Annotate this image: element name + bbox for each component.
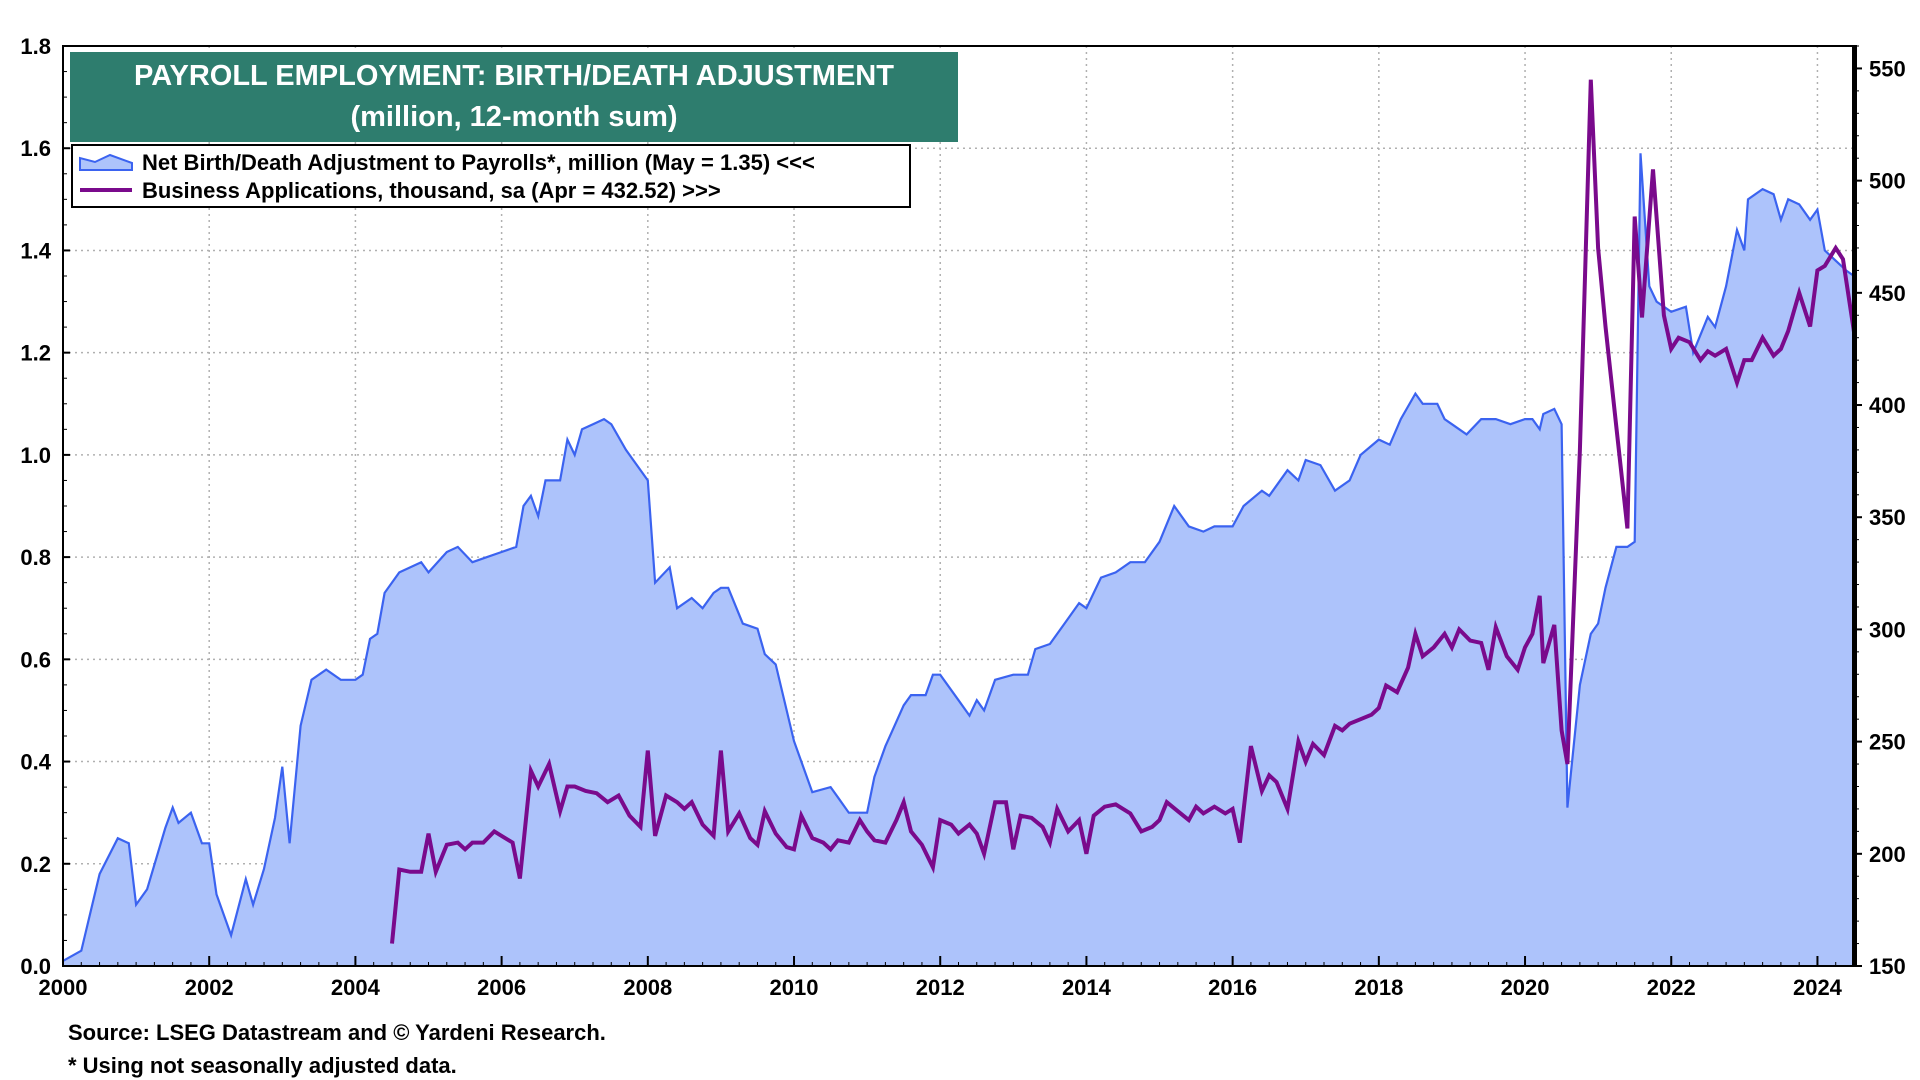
source-note: Source: LSEG Datastream and © Yardeni Re…	[68, 1020, 606, 1045]
left-tick-label: 0.6	[20, 647, 51, 672]
right-tick-label: 250	[1869, 730, 1906, 755]
x-tick-label: 2010	[770, 975, 819, 1000]
legend-box	[71, 144, 911, 208]
x-axis: 2000 2002 2004 2006 2008 2010 2012 2014 2016 2018…	[39, 956, 1855, 1000]
left-tick-label: 0.4	[20, 750, 51, 775]
chart-title: PAYROLL EMPLOYMENT: BIRTH/DEATH ADJUSTME…	[70, 52, 958, 142]
right-tick-label: 150	[1869, 954, 1906, 979]
right-tick-label: 400	[1869, 393, 1906, 418]
footnote: * Using not seasonally adjusted data.	[68, 1053, 457, 1078]
right-tick-label: 550	[1869, 56, 1906, 81]
left-tick-label: 1.6	[20, 136, 51, 161]
title-line-1: PAYROLL EMPLOYMENT: BIRTH/DEATH ADJUSTME…	[134, 60, 894, 92]
birth-death-area	[63, 153, 1854, 967]
left-tick-label: 1.2	[20, 341, 51, 366]
x-tick-label: 2000	[39, 975, 88, 1000]
right-tick-label: 300	[1869, 617, 1906, 642]
x-tick-label: 2018	[1354, 975, 1403, 1000]
left-tick-label: 1.4	[20, 238, 51, 263]
left-tick-label: 0.0	[20, 954, 51, 979]
left-tick-label: 1.8	[20, 34, 51, 59]
legend-swatch-birth-death	[79, 153, 133, 171]
x-tick-label: 2004	[331, 975, 381, 1000]
title-box	[70, 52, 958, 142]
x-tick-label: 2006	[477, 975, 526, 1000]
right-tick-label: 500	[1869, 169, 1906, 194]
left-tick-label: 0.2	[20, 852, 51, 877]
x-tick-label: 2012	[916, 975, 965, 1000]
x-tick-label: 2024	[1793, 975, 1843, 1000]
x-tick-label: 2008	[623, 975, 672, 1000]
business-applications-line	[390, 79, 1856, 944]
legend: Net Birth/Death Adjustment to Payrolls*,…	[71, 144, 911, 208]
title-line-2: (million, 12-month sum)	[350, 101, 677, 133]
legend-label-birth-death: Net Birth/Death Adjustment to Payrolls*,…	[142, 150, 815, 175]
right-axis: 150 200 250 300 350 400 450 500 550	[1854, 45, 1906, 979]
legend-label-business-applications: Business Applications, thousand, sa (Apr…	[142, 178, 721, 203]
birth-death-line	[62, 153, 1855, 962]
x-tick-label: 2016	[1208, 975, 1257, 1000]
right-tick-label: 350	[1869, 505, 1906, 530]
x-tick-label: 2022	[1647, 975, 1696, 1000]
x-tick-label: 2014	[1062, 975, 1112, 1000]
right-tick-label: 450	[1869, 281, 1906, 306]
left-tick-label: 0.8	[20, 545, 51, 570]
left-tick-label: 1.0	[20, 443, 51, 468]
x-tick-label: 2020	[1501, 975, 1550, 1000]
x-tick-label: 2002	[185, 975, 234, 1000]
left-axis: 0.0 0.2 0.4 0.6 0.8 1.0 1.2 1.4 1.6 1.8	[20, 34, 70, 979]
right-tick-label: 200	[1869, 842, 1906, 867]
